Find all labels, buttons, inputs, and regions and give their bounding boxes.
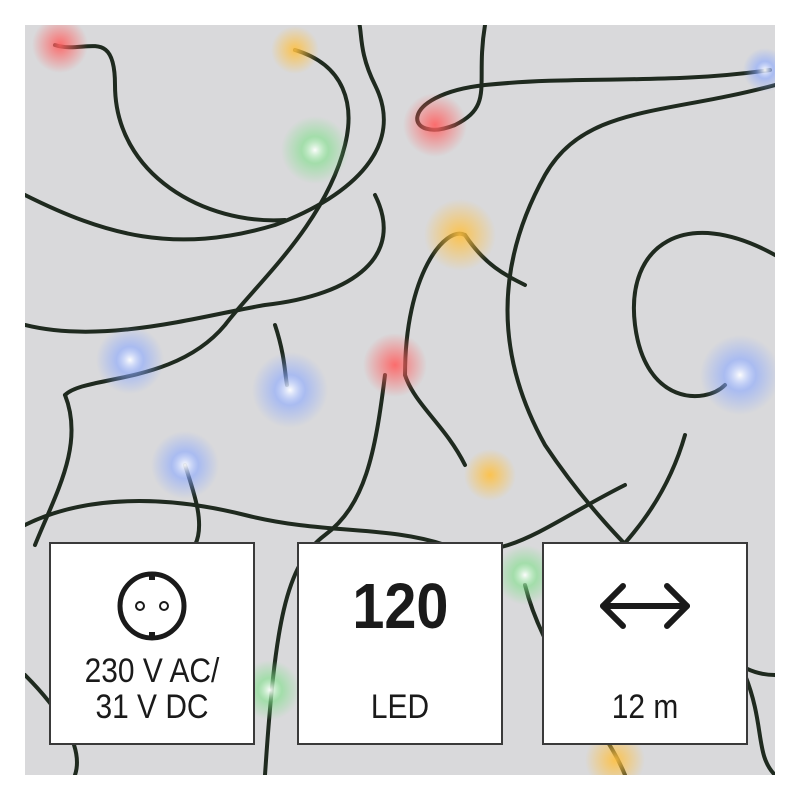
led-label: LED (370, 688, 430, 726)
double-arrow-icon (544, 566, 746, 646)
length-badge: 12 m (542, 542, 748, 745)
voltage-label: 230 V AC/ 31 V DC (63, 653, 241, 725)
led-count-badge: 120 LED (297, 542, 503, 745)
led-count-value: 120 (351, 570, 449, 642)
wires-and-leds (25, 25, 775, 775)
voltage-ac: 230 V AC/ (84, 652, 220, 690)
led-count-wrap: 120 (299, 566, 501, 646)
power-supply-badge: 230 V AC/ 31 V DC (49, 542, 255, 745)
power-socket-icon (51, 566, 253, 646)
length-label: 12 m (611, 688, 679, 726)
voltage-dc: 31 V DC (95, 688, 209, 726)
